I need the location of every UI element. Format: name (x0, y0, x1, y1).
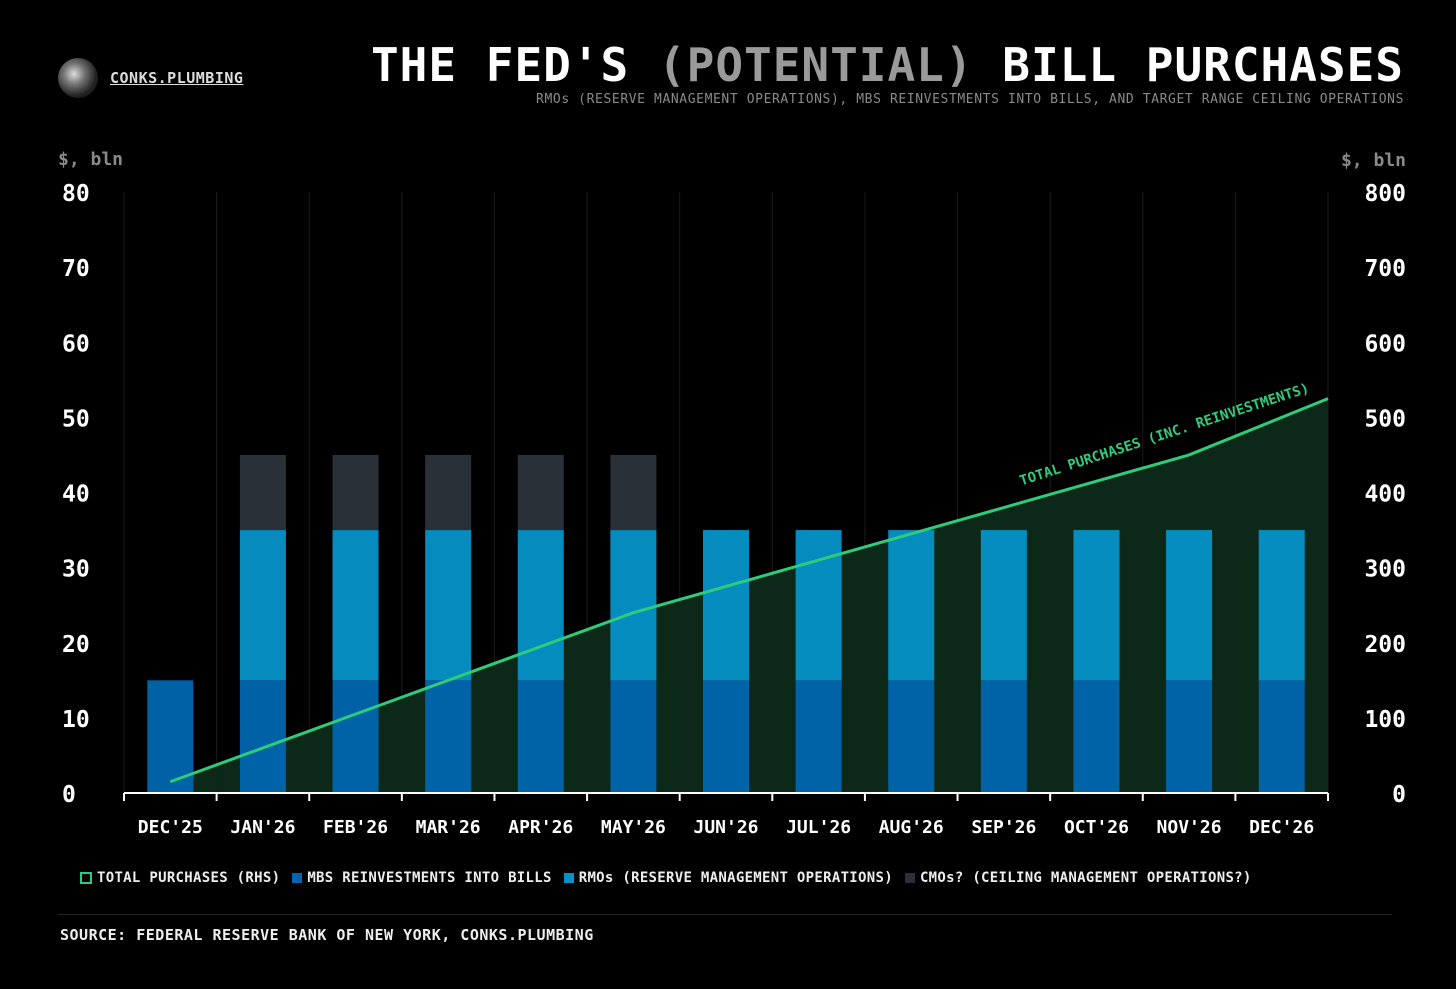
bar-mbs-0 (147, 680, 194, 793)
x-tick-label-11: NOV'26 (1157, 817, 1222, 838)
x-tick-label-10: OCT'26 (1064, 817, 1129, 838)
total-purchases-line (169, 397, 1329, 784)
legend-item-cmo: CMOs? (CEILING MANAGEMENT OPERATIONS?) (904, 870, 1252, 886)
bar-rmo-4 (517, 530, 564, 681)
bar-mbs-1 (239, 680, 286, 793)
x-tick-label-9: SEP'26 (971, 817, 1036, 838)
bar-rmo-2 (332, 530, 379, 681)
bar-cmo-4 (517, 454, 564, 531)
y-left-tick-2: 20 (62, 632, 90, 658)
brand-link[interactable]: CONKS.PLUMBING (110, 69, 244, 87)
brand: CONKS.PLUMBING (58, 58, 243, 98)
bar-mbs-4 (517, 680, 564, 793)
bar-cmo-2 (332, 454, 379, 531)
legend-item-rmo: RMOs (RESERVE MANAGEMENT OPERATIONS) (563, 870, 893, 886)
legend-swatch-cmo (904, 873, 915, 883)
footer-divider (58, 914, 1392, 915)
x-tick-label-1: JAN'26 (230, 817, 295, 838)
bar-cmo-3 (425, 454, 472, 531)
bar-rmo-7 (795, 530, 842, 681)
bar-mbs-9 (980, 680, 1027, 793)
x-tick-label-3: MAR'26 (416, 817, 481, 838)
y-right-tick-3: 300 (1364, 557, 1406, 583)
legend-label-rmo: RMOs (RESERVE MANAGEMENT OPERATIONS) (578, 870, 893, 886)
y-left-tick-1: 10 (62, 707, 90, 733)
legend-item-mbs: MBS REINVESTMENTS INTO BILLS (292, 870, 551, 886)
x-tick-label-12: DEC'26 (1249, 817, 1314, 838)
bar-mbs-6 (703, 680, 749, 793)
bar-rmo-8 (888, 530, 935, 681)
y-right-tick-2: 200 (1364, 632, 1406, 658)
title-part-1: THE FED'S (370, 38, 658, 92)
y-right-tick-0: 0 (1392, 782, 1406, 808)
y-right-axis-label: $, bln (1341, 150, 1406, 171)
title-part-2: (POTENTIAL) (657, 38, 974, 92)
title-part-3: BILL PURCHASES (973, 38, 1404, 92)
y-right-tick-6: 600 (1364, 331, 1406, 357)
legend-label-cmo: CMOs? (CEILING MANAGEMENT OPERATIONS?) (919, 870, 1252, 886)
bar-mbs-3 (425, 680, 472, 793)
bar-rmo-11 (1166, 530, 1213, 681)
y-left-tick-3: 30 (62, 557, 90, 583)
bar-rmo-12 (1258, 530, 1305, 681)
legend: TOTAL PURCHASES (RHS) MBS REINVESTMENTS … (80, 870, 1252, 886)
bar-mbs-10 (1073, 680, 1120, 793)
bill-purchases-chart: TOTAL PURCHASES (INC. REINVESTMENTS)DEC'… (58, 149, 1406, 838)
x-tick-label-6: JUN'26 (693, 817, 758, 838)
y-right-tick-1: 100 (1364, 707, 1406, 733)
avatar (58, 58, 98, 98)
bar-rmo-5 (610, 530, 657, 681)
page-subtitle: RMOs (RESERVE MANAGEMENT OPERATIONS), MB… (536, 92, 1404, 107)
bar-mbs-8 (888, 680, 935, 793)
source-note: SOURCE: FEDERAL RESERVE BANK OF NEW YORK… (60, 926, 594, 944)
bar-mbs-7 (795, 680, 842, 793)
y-left-tick-7: 70 (62, 256, 90, 282)
y-left-tick-5: 50 (62, 406, 90, 432)
y-right-tick-7: 700 (1364, 256, 1406, 282)
bar-rmo-3 (425, 530, 472, 681)
y-left-tick-8: 80 (62, 181, 90, 207)
bar-mbs-5 (610, 680, 657, 793)
legend-label-mbs: MBS REINVESTMENTS INTO BILLS (307, 870, 552, 886)
legend-item-total: TOTAL PURCHASES (RHS) (80, 870, 280, 886)
y-left-axis-label: $, bln (58, 149, 123, 170)
bar-cmo-1 (239, 454, 286, 531)
bar-mbs-12 (1258, 680, 1305, 793)
bar-mbs-11 (1166, 680, 1213, 793)
legend-swatch-rmo (563, 873, 574, 883)
x-tick-label-2: FEB'26 (323, 817, 388, 838)
y-left-tick-4: 40 (62, 482, 90, 508)
x-tick-label-4: APR'26 (508, 817, 573, 838)
legend-swatch-total (80, 872, 92, 884)
x-tick-label-5: MAY'26 (601, 817, 666, 838)
bar-rmo-9 (980, 530, 1027, 681)
y-right-tick-5: 500 (1364, 406, 1406, 432)
x-tick-label-0: DEC'25 (138, 817, 203, 838)
page-title: THE FED'S (POTENTIAL) BILL PURCHASES (371, 38, 1404, 92)
bar-rmo-1 (239, 530, 286, 681)
bar-rmo-6 (703, 530, 749, 681)
x-tick-label-8: AUG'26 (879, 817, 944, 838)
bar-rmo-10 (1073, 530, 1120, 681)
bar-mbs-2 (332, 680, 379, 793)
legend-swatch-mbs (292, 873, 303, 883)
legend-label-total: TOTAL PURCHASES (RHS) (97, 870, 281, 886)
y-right-tick-4: 400 (1364, 482, 1406, 508)
bar-cmo-5 (610, 454, 657, 531)
y-left-tick-0: 0 (62, 782, 76, 808)
y-right-tick-8: 800 (1364, 181, 1406, 207)
x-tick-label-7: JUL'26 (786, 817, 851, 838)
y-left-tick-6: 60 (62, 331, 90, 357)
